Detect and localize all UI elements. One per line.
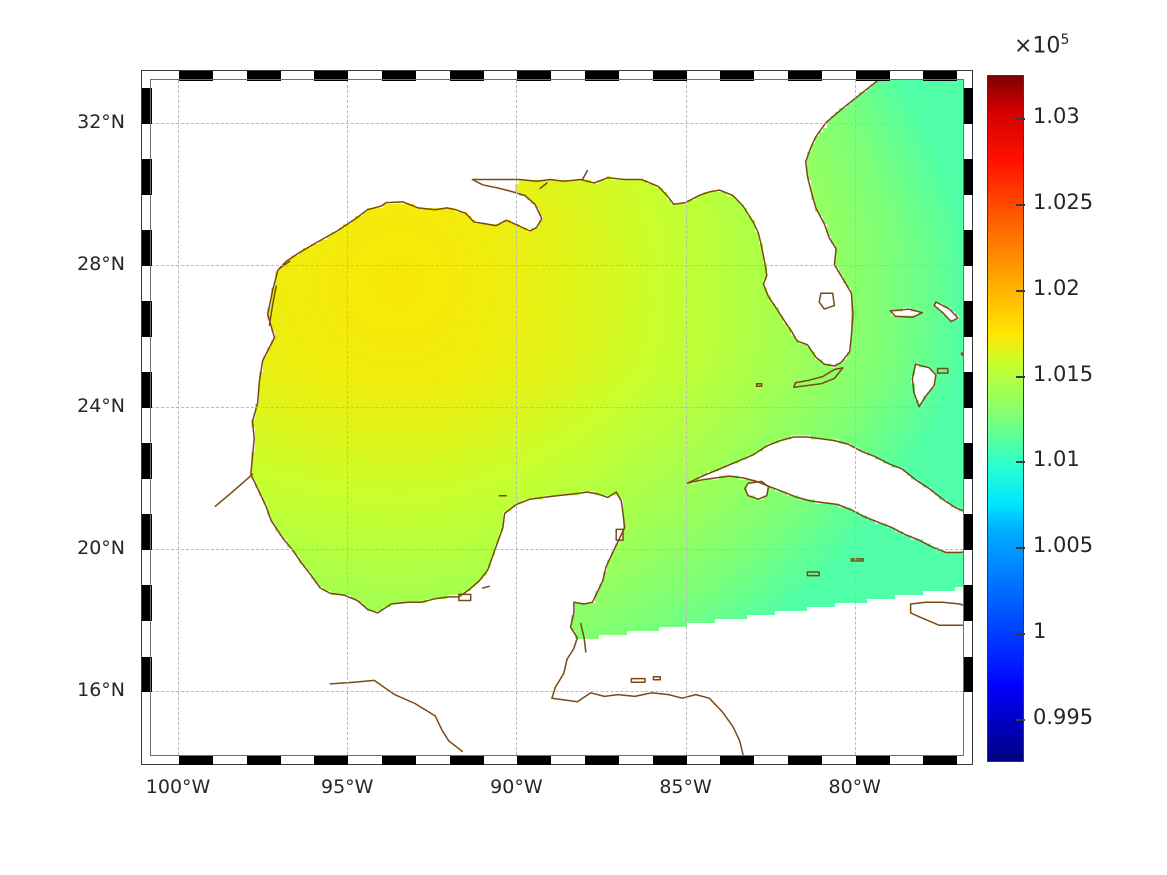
coastline-path [936,367,949,374]
coastline-path [652,676,661,681]
colorbar-tick-label-6: 1 [1033,619,1047,644]
lat-tick-label-2: 24°N [77,394,125,417]
frame-segment [788,755,822,765]
frame-segment [963,230,973,266]
colorbar-tick [1016,461,1025,464]
coastline-path [909,601,963,627]
frame-segment [963,88,973,124]
coastline-path [250,336,744,755]
coastline-path [889,308,924,319]
coastline-path [686,436,963,554]
frame-right [963,70,973,765]
colorbar[interactable] [987,75,1025,762]
lon-tick-label-3: 85°W [659,776,712,798]
lat-tick-label-3: 20°N [77,536,125,559]
lon-tick-label-0: 100°W [145,776,211,798]
colorbar-exponent-base: 10 [1032,33,1061,59]
frame-segment [963,443,973,479]
coastline-path [214,473,254,508]
colorbar-tick-label-3: 1.015 [1033,361,1094,386]
colorbar-tick-label-0: 1.03 [1033,103,1080,128]
coastline-path [911,363,937,408]
colorbar-exponent-power: 5 [1060,32,1070,48]
map-plot-area [151,80,963,755]
coastline-path [793,367,844,389]
frame-segment [652,755,687,765]
lat-tick-label-1: 28°N [77,252,125,275]
lon-tick-label-2: 90°W [490,776,543,798]
frame-segment [963,301,973,337]
lat-tick-label-0: 32°N [77,110,125,133]
frame-top [141,70,973,81]
frame-segment [246,755,281,765]
colorbar-tick-label-7: 0.995 [1033,705,1094,730]
coastline-path [268,285,277,326]
coastline-path [458,593,472,602]
colorbar-tick [1016,289,1025,292]
coastline-overlay [151,80,963,755]
coastline-path [818,292,836,310]
colorbar-tick [1016,547,1025,550]
map-axes [141,70,973,765]
colorbar-tick [1016,117,1025,120]
coastline-path [806,571,820,577]
coastline-path [615,528,624,541]
colorbar-tick [1016,633,1025,636]
frame-segment [963,514,973,550]
coastline-path [481,585,491,589]
coastline-path [539,182,548,190]
frame-segment [923,755,958,765]
colorbar-tick [1016,719,1025,722]
colorbar-tick-label-4: 1.01 [1033,447,1080,472]
pressure-field-canvas [151,80,963,755]
coastline-path [266,80,880,367]
colorbar-tick [1016,203,1025,206]
lat-tick-label-4: 16°N [77,679,125,702]
frame-segment [517,755,552,765]
lon-tick-label-1: 95°W [320,776,374,798]
frame-segment [855,755,890,765]
frame-segment [449,755,484,765]
coastline-path [744,480,770,500]
frame-segment [314,755,349,765]
coastline-path [581,169,589,181]
colorbar-tick-label-1: 1.025 [1033,189,1094,214]
frame-segment [963,656,973,693]
colorbar-gradient [987,75,1024,762]
coastline-path [329,679,464,753]
frame-segment [963,159,973,195]
frame-segment [720,755,755,765]
coastline-path [579,622,587,653]
frame-segment [585,755,619,765]
lon-tick-label-4: 80°W [828,776,881,798]
frame-segment [963,585,973,621]
frame-left [141,70,152,765]
coastline-path [755,383,763,387]
pressure-field-raster [151,80,963,755]
coastline-svg [214,80,963,755]
frame-segment [179,755,213,765]
colorbar-tick-label-5: 1.005 [1033,533,1094,558]
coastline-path [960,351,963,357]
frame-bottom [141,755,973,765]
colorbar-tick [1016,375,1025,378]
colorbar-exponent-prefix: × [1014,33,1033,59]
frame-segment [963,372,973,408]
coastline-path [933,301,959,323]
coastline-path [850,558,864,562]
frame-segment [382,755,416,765]
coastline-path [630,677,646,683]
colorbar-tick-label-2: 1.02 [1033,275,1080,300]
colorbar-exponent-label: ×105 [1014,32,1069,58]
